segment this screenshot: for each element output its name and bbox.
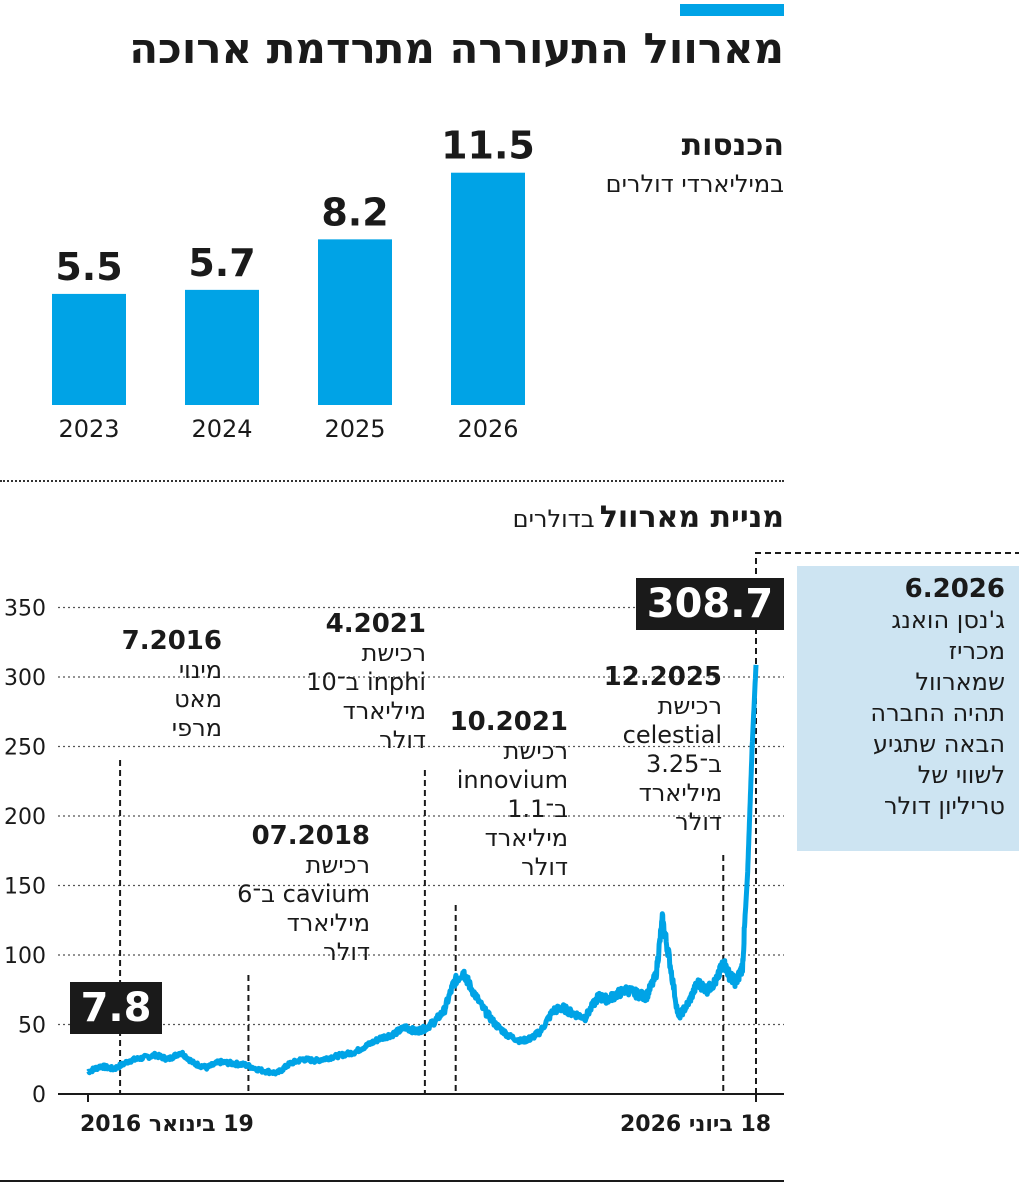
bar-category-label: 2023 [58,415,119,443]
callout-guide [755,552,1019,1094]
bottom-rule [0,1180,784,1182]
y-tick-label: 100 [4,944,46,969]
callout-text: ג'נסן הואנג מכריז שמארוול תהיה החברה הבא… [870,606,1005,820]
y-tick-label: 300 [4,666,46,691]
y-tick-label: 250 [4,736,46,761]
annotation-text: רכישת innovium ב־1.1 מיליארד דולר [456,737,568,881]
annotation-date: 10.2021 [449,707,568,737]
bar-value-label: 5.5 [55,245,122,289]
bar-category-label: 2024 [191,415,252,443]
callout-date: 6.2026 [904,574,1005,604]
annotation-7.2016: 7.2016 מינוי מאט מרפי [122,627,222,743]
bar-2025 [318,239,392,405]
page-title: מארוול התעוררה מתרדמת ארוכה [129,24,784,73]
end-value-box: 308.7 [636,578,784,630]
bar-2023 [52,293,126,405]
y-tick-label: 200 [4,805,46,830]
y-tick-label: 0 [32,1083,46,1108]
bar-category-label: 2026 [457,415,518,443]
bar-value-label: 8.2 [321,190,388,234]
annotation-date: 4.2021 [325,609,426,639]
bar-2026 [451,172,525,405]
annotation-date: 07.2018 [251,821,370,851]
stock-title: מניית מארוול בדולרים [513,500,784,535]
revenue-title: הכנסות [681,128,784,163]
annotation-text: רכישת celestial ב־3.25 מיליארד דולר [622,692,722,836]
section-divider [0,480,784,482]
stock-title-unit: בדולרים [512,505,595,533]
start-value-box: 7.8 [70,982,162,1034]
annotation-07.2018: 07.2018 רכישת cavium ב־6 מיליארד דולר [237,822,370,967]
annotation-text: רכישת cavium ב־6 מיליארד דולר [237,851,370,966]
annotation-text: מינוי מאט מרפי [171,656,222,742]
revenue-bar-chart: 5.5 2023 5.7 2024 8.2 2025 11.5 2026 [52,124,535,443]
bar-2024 [185,289,259,405]
x-end-label: 18 ביוני 2026 [620,1112,772,1137]
stock-title-text: מניית מארוול [599,500,784,535]
annotation-4.2021: 4.2021 רכישת inphi ב־10 מיליארד דולר [306,610,426,755]
x-start-label: 19 בינואר 2016 [80,1112,254,1137]
stock-price-line [86,664,759,1077]
y-tick-label: 350 [4,597,46,622]
bar-value-label: 11.5 [441,124,535,168]
bar-value-label: 5.7 [188,241,255,285]
y-tick-label: 50 [18,1014,46,1039]
annotation-10.2021: 10.2021 רכישת innovium ב־1.1 מיליארד דולר [450,708,568,882]
annotation-date: 12.2025 [603,662,722,692]
accent-bar [680,4,784,16]
annotation-12.2025: 12.2025 רכישת celestial ב־3.25 מיליארד דו… [604,663,722,837]
annotation-text: רכישת inphi ב־10 מיליארד דולר [306,639,426,754]
callout-box: 6.2026 ג'נסן הואנג מכריז שמארוול תהיה הח… [797,566,1019,851]
bar-category-label: 2025 [324,415,385,443]
annotation-date: 7.2016 [121,626,222,656]
revenue-unit: במיליארדי דולרים [605,170,784,198]
y-tick-label: 150 [4,875,46,900]
